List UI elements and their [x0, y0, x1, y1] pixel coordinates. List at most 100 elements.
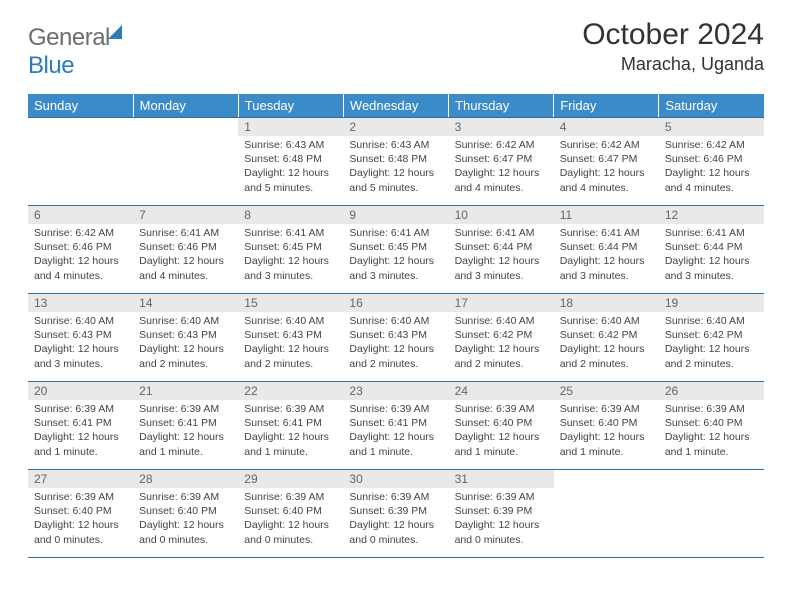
- logo-part2: Blue: [28, 52, 74, 79]
- sunrise-text: Sunrise: 6:39 AM: [349, 402, 444, 416]
- sunset-text: Sunset: 6:43 PM: [244, 328, 339, 342]
- day-info: Sunrise: 6:39 AMSunset: 6:40 PMDaylight:…: [28, 488, 133, 549]
- day-cell: 8Sunrise: 6:41 AMSunset: 6:45 PMDaylight…: [238, 205, 343, 293]
- day-info: Sunrise: 6:41 AMSunset: 6:45 PMDaylight:…: [343, 224, 448, 285]
- weekday-tuesday: Tuesday: [238, 94, 343, 117]
- sunrise-text: Sunrise: 6:41 AM: [349, 226, 444, 240]
- day-info: Sunrise: 6:43 AMSunset: 6:48 PMDaylight:…: [238, 136, 343, 197]
- day-number: [659, 469, 764, 487]
- day-cell-inner: 9Sunrise: 6:41 AMSunset: 6:45 PMDaylight…: [343, 205, 448, 293]
- sunset-text: Sunset: 6:40 PM: [665, 416, 760, 430]
- day-info: Sunrise: 6:39 AMSunset: 6:39 PMDaylight:…: [343, 488, 448, 549]
- sunset-text: Sunset: 6:40 PM: [244, 504, 339, 518]
- sunset-text: Sunset: 6:40 PM: [34, 504, 129, 518]
- sunset-text: Sunset: 6:41 PM: [244, 416, 339, 430]
- day-info: Sunrise: 6:39 AMSunset: 6:40 PMDaylight:…: [133, 488, 238, 549]
- day-number: 1: [238, 117, 343, 136]
- day-number: 24: [449, 381, 554, 400]
- day-cell: 18Sunrise: 6:40 AMSunset: 6:42 PMDayligh…: [554, 293, 659, 381]
- sunrise-text: Sunrise: 6:39 AM: [455, 490, 550, 504]
- daylight-text: Daylight: 12 hours and 1 minute.: [34, 430, 129, 458]
- day-cell: [554, 469, 659, 557]
- sunrise-text: Sunrise: 6:40 AM: [139, 314, 234, 328]
- daylight-text: Daylight: 12 hours and 3 minutes.: [34, 342, 129, 370]
- daylight-text: Daylight: 12 hours and 2 minutes.: [244, 342, 339, 370]
- sunrise-text: Sunrise: 6:41 AM: [665, 226, 760, 240]
- daylight-text: Daylight: 12 hours and 3 minutes.: [349, 254, 444, 282]
- day-cell: 28Sunrise: 6:39 AMSunset: 6:40 PMDayligh…: [133, 469, 238, 557]
- day-cell-inner: 30Sunrise: 6:39 AMSunset: 6:39 PMDayligh…: [343, 469, 448, 557]
- day-cell: [659, 469, 764, 557]
- sunset-text: Sunset: 6:46 PM: [665, 152, 760, 166]
- page-header: General Blue October 2024 Maracha, Ugand…: [28, 18, 764, 80]
- day-info: Sunrise: 6:39 AMSunset: 6:40 PMDaylight:…: [554, 400, 659, 461]
- day-number: 17: [449, 293, 554, 312]
- daylight-text: Daylight: 12 hours and 4 minutes.: [139, 254, 234, 282]
- daylight-text: Daylight: 12 hours and 1 minute.: [560, 430, 655, 458]
- sunrise-text: Sunrise: 6:42 AM: [665, 138, 760, 152]
- weekday-friday: Friday: [554, 94, 659, 117]
- sunrise-text: Sunrise: 6:39 AM: [665, 402, 760, 416]
- day-cell: 5Sunrise: 6:42 AMSunset: 6:46 PMDaylight…: [659, 117, 764, 205]
- day-cell: 26Sunrise: 6:39 AMSunset: 6:40 PMDayligh…: [659, 381, 764, 469]
- day-cell-inner: 23Sunrise: 6:39 AMSunset: 6:41 PMDayligh…: [343, 381, 448, 469]
- day-info: Sunrise: 6:40 AMSunset: 6:43 PMDaylight:…: [343, 312, 448, 373]
- sunrise-text: Sunrise: 6:40 AM: [349, 314, 444, 328]
- sunrise-text: Sunrise: 6:42 AM: [455, 138, 550, 152]
- day-number: 20: [28, 381, 133, 400]
- daylight-text: Daylight: 12 hours and 1 minute.: [349, 430, 444, 458]
- sunset-text: Sunset: 6:39 PM: [349, 504, 444, 518]
- day-number: 18: [554, 293, 659, 312]
- daylight-text: Daylight: 12 hours and 4 minutes.: [665, 166, 760, 194]
- sunrise-text: Sunrise: 6:39 AM: [34, 490, 129, 504]
- day-info: Sunrise: 6:39 AMSunset: 6:41 PMDaylight:…: [133, 400, 238, 461]
- day-cell: 12Sunrise: 6:41 AMSunset: 6:44 PMDayligh…: [659, 205, 764, 293]
- day-cell-inner: 16Sunrise: 6:40 AMSunset: 6:43 PMDayligh…: [343, 293, 448, 381]
- day-cell-inner: 25Sunrise: 6:39 AMSunset: 6:40 PMDayligh…: [554, 381, 659, 469]
- day-cell-inner: [133, 117, 238, 205]
- sunrise-text: Sunrise: 6:42 AM: [34, 226, 129, 240]
- day-cell: 24Sunrise: 6:39 AMSunset: 6:40 PMDayligh…: [449, 381, 554, 469]
- day-number: 25: [554, 381, 659, 400]
- sunset-text: Sunset: 6:42 PM: [560, 328, 655, 342]
- daylight-text: Daylight: 12 hours and 0 minutes.: [139, 518, 234, 546]
- daylight-text: Daylight: 12 hours and 4 minutes.: [560, 166, 655, 194]
- day-info: Sunrise: 6:40 AMSunset: 6:43 PMDaylight:…: [238, 312, 343, 373]
- weekday-sunday: Sunday: [28, 94, 133, 117]
- sunset-text: Sunset: 6:42 PM: [455, 328, 550, 342]
- weekday-header-row: Sunday Monday Tuesday Wednesday Thursday…: [28, 94, 764, 117]
- day-cell-inner: 8Sunrise: 6:41 AMSunset: 6:45 PMDaylight…: [238, 205, 343, 293]
- day-cell: 30Sunrise: 6:39 AMSunset: 6:39 PMDayligh…: [343, 469, 448, 557]
- day-cell-inner: 4Sunrise: 6:42 AMSunset: 6:47 PMDaylight…: [554, 117, 659, 205]
- day-number: 29: [238, 469, 343, 488]
- day-cell: 16Sunrise: 6:40 AMSunset: 6:43 PMDayligh…: [343, 293, 448, 381]
- day-cell-inner: 13Sunrise: 6:40 AMSunset: 6:43 PMDayligh…: [28, 293, 133, 381]
- day-number: 4: [554, 117, 659, 136]
- calendar-wrap: Sunday Monday Tuesday Wednesday Thursday…: [28, 94, 764, 558]
- day-cell-inner: 2Sunrise: 6:43 AMSunset: 6:48 PMDaylight…: [343, 117, 448, 205]
- day-number: 2: [343, 117, 448, 136]
- daylight-text: Daylight: 12 hours and 2 minutes.: [349, 342, 444, 370]
- day-cell: 4Sunrise: 6:42 AMSunset: 6:47 PMDaylight…: [554, 117, 659, 205]
- sunset-text: Sunset: 6:40 PM: [455, 416, 550, 430]
- day-cell-inner: 18Sunrise: 6:40 AMSunset: 6:42 PMDayligh…: [554, 293, 659, 381]
- sunrise-text: Sunrise: 6:39 AM: [455, 402, 550, 416]
- sunrise-text: Sunrise: 6:39 AM: [560, 402, 655, 416]
- daylight-text: Daylight: 12 hours and 4 minutes.: [34, 254, 129, 282]
- day-cell-inner: 29Sunrise: 6:39 AMSunset: 6:40 PMDayligh…: [238, 469, 343, 557]
- week-row: 20Sunrise: 6:39 AMSunset: 6:41 PMDayligh…: [28, 381, 764, 469]
- day-number: 6: [28, 205, 133, 224]
- day-info: Sunrise: 6:40 AMSunset: 6:42 PMDaylight:…: [449, 312, 554, 373]
- weekday-monday: Monday: [133, 94, 238, 117]
- day-cell-inner: 10Sunrise: 6:41 AMSunset: 6:44 PMDayligh…: [449, 205, 554, 293]
- daylight-text: Daylight: 12 hours and 3 minutes.: [665, 254, 760, 282]
- sunset-text: Sunset: 6:47 PM: [455, 152, 550, 166]
- sunrise-text: Sunrise: 6:39 AM: [34, 402, 129, 416]
- day-number: 23: [343, 381, 448, 400]
- week-row: 1Sunrise: 6:43 AMSunset: 6:48 PMDaylight…: [28, 117, 764, 205]
- day-cell-inner: 28Sunrise: 6:39 AMSunset: 6:40 PMDayligh…: [133, 469, 238, 557]
- daylight-text: Daylight: 12 hours and 0 minutes.: [244, 518, 339, 546]
- daylight-text: Daylight: 12 hours and 0 minutes.: [349, 518, 444, 546]
- day-cell: 19Sunrise: 6:40 AMSunset: 6:42 PMDayligh…: [659, 293, 764, 381]
- day-info: Sunrise: 6:39 AMSunset: 6:40 PMDaylight:…: [449, 400, 554, 461]
